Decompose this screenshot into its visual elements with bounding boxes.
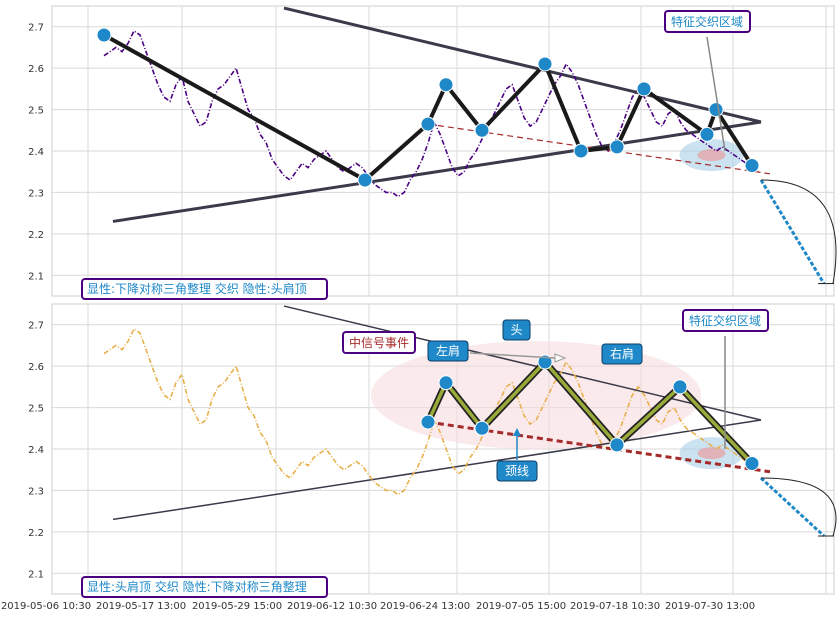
y-tick-label: 2.3 <box>28 486 44 497</box>
y-tick-label: 2.3 <box>28 188 44 199</box>
footer-label-box <box>81 576 328 598</box>
pattern-highlight-ellipse <box>371 341 701 450</box>
x-tick-label: 2019-05-17 13:00 <box>96 601 186 612</box>
pattern-marker <box>474 122 490 138</box>
feature-zone-label: 特征交织区域 <box>671 14 743 29</box>
neckline-pointer-head <box>513 428 521 436</box>
x-tick-label: 2019-05-06 10:30 <box>1 601 91 612</box>
triangle-lower-line <box>112 120 762 223</box>
triangle-lower-line <box>112 419 762 521</box>
y-tick-label: 2.1 <box>28 271 44 282</box>
pattern-path <box>103 33 754 182</box>
y-tick-label: 2.4 <box>28 147 44 158</box>
feature-zone-label-box <box>682 309 769 332</box>
shoulder-to-head-arrowhead <box>554 353 567 363</box>
footer-label-box <box>81 278 328 300</box>
y-tick-label: 2.2 <box>28 230 44 241</box>
mid-signal-box <box>342 331 416 354</box>
y-tick-label: 2.4 <box>28 445 44 456</box>
pattern-marker <box>420 116 436 132</box>
projection-arc <box>760 179 837 284</box>
feature-zone-core <box>697 447 726 460</box>
x-tick-label: 2019-06-24 13:00 <box>380 601 470 612</box>
y-tick-label: 2.6 <box>28 64 44 75</box>
triangle-upper-line <box>283 305 762 421</box>
y-tick-label: 2.7 <box>28 321 44 332</box>
price-line <box>103 327 759 496</box>
feature-zone-pointer <box>706 36 726 152</box>
pattern-marker <box>744 158 760 173</box>
neckline <box>427 420 771 474</box>
shoulder-to-head-arrow <box>469 352 556 359</box>
neckline-label-box <box>496 460 538 482</box>
y-tick-label: 2.5 <box>28 106 44 117</box>
price-line <box>103 29 759 198</box>
mid-signal-label: 中信号事件 <box>349 335 409 350</box>
pattern-marker <box>573 143 589 159</box>
pattern-marker <box>357 172 373 188</box>
x-tick-label: 2019-07-18 10:30 <box>570 601 660 612</box>
x-tick-label: 2019-07-30 13:00 <box>665 601 755 612</box>
neckline-label: 颈线 <box>505 464 529 478</box>
y-tick-label: 2.6 <box>28 362 44 373</box>
feature-zone-label-box <box>664 10 751 33</box>
pattern-marker <box>609 437 625 453</box>
pattern-marker <box>537 56 553 72</box>
pattern-marker <box>474 420 490 436</box>
pattern-marker <box>636 81 652 97</box>
pattern-marker <box>708 102 724 118</box>
pattern-marker <box>438 77 454 93</box>
gridlines <box>52 6 834 296</box>
projection-arc <box>760 477 837 537</box>
pattern-marker <box>96 27 112 43</box>
projection-arrow <box>759 476 826 538</box>
pattern-marker <box>420 414 436 430</box>
pattern-marker <box>609 139 625 155</box>
head-label-box <box>502 319 531 341</box>
footer-label: 显性:下降对称三角整理 交织 隐性:头肩顶 <box>87 281 307 296</box>
right-shoulder-label: 右肩 <box>610 346 634 361</box>
projection-arrow <box>759 179 826 285</box>
pattern-marker <box>438 375 454 391</box>
pattern-marker <box>699 126 715 142</box>
y-tick-label: 2.7 <box>28 23 44 34</box>
x-tick-label: 2019-07-05 15:00 <box>476 601 566 612</box>
feature-zone-core <box>697 149 726 162</box>
x-tick-label: 2019-05-29 15:00 <box>192 601 282 612</box>
pattern-marker <box>744 456 760 471</box>
triangle-upper-line <box>283 6 762 124</box>
feature-zone-label: 特征交织区域 <box>689 313 761 328</box>
y-tick-label: 2.5 <box>28 404 44 415</box>
x-tick-label: 2019-06-12 10:30 <box>287 601 377 612</box>
footer-label: 显性:头肩顶 交织 隐性:下降对称三角整理 <box>87 579 307 594</box>
y-tick-label: 2.2 <box>28 528 44 539</box>
y-tick-label: 2.1 <box>28 569 44 580</box>
pattern-marker <box>672 379 688 395</box>
right-shoulder-label-box <box>601 343 643 365</box>
head-label: 头 <box>510 323 522 337</box>
left-shoulder-label-box <box>427 340 469 362</box>
left-shoulder-label: 左肩 <box>436 343 460 358</box>
pattern-marker <box>537 354 553 370</box>
